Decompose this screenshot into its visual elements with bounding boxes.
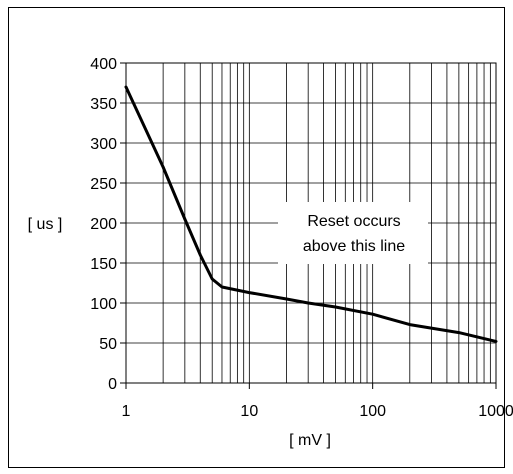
y-tick-label: 100 [90, 296, 117, 313]
annotation-box [278, 202, 428, 264]
x-axis-label: [ mV ] [289, 432, 331, 449]
y-tick-label: 350 [90, 96, 117, 113]
y-tick-label: 400 [90, 56, 117, 73]
series-layer [124, 85, 498, 343]
y-axis-label: [ us ] [28, 216, 63, 233]
x-tick-label: 100 [359, 403, 386, 420]
y-tick-label: 150 [90, 256, 117, 273]
x-tick-labels: 1 10 100 1000 [122, 383, 513, 420]
x-tick-label: 1 [122, 403, 131, 420]
y-tick-label: 50 [99, 336, 117, 353]
y-tick-label: 300 [90, 136, 117, 153]
y-tick-label: 200 [90, 216, 117, 233]
x-tick-label: 1000 [478, 403, 513, 420]
annotation-line-1: Reset occurs [307, 213, 400, 230]
annotation: Reset occurs above this line [278, 202, 428, 264]
series-line [124, 85, 498, 343]
y-tick-label: 0 [108, 376, 117, 393]
y-tick-label: 250 [90, 176, 117, 193]
annotation-line-2: above this line [303, 238, 405, 255]
x-tick-label: 10 [240, 403, 258, 420]
y-tick-labels: 0 50 100 150 200 250 300 350 400 [90, 56, 126, 393]
